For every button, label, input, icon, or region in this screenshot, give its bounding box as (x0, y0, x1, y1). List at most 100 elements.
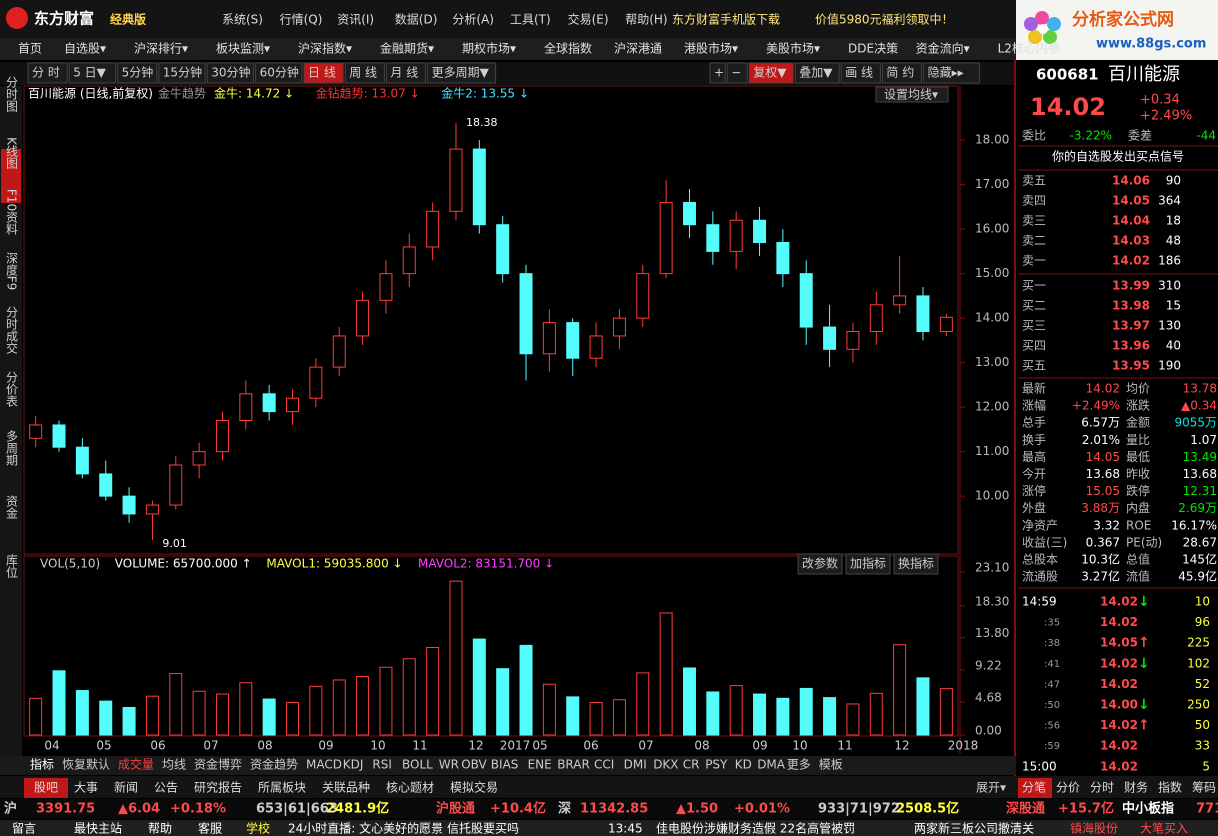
period-button[interactable]: 60分钟 (260, 65, 299, 80)
label[interactable]: 交易(E) (568, 12, 609, 27)
nav-item[interactable]: L2核心内参 (998, 41, 1060, 56)
indicator-tab[interactable]: 更多 (787, 758, 811, 772)
button[interactable] (255, 62, 303, 84)
period-button[interactable]: 5 日▼ (73, 66, 106, 80)
indicator-tab[interactable]: BIAS (491, 758, 519, 772)
button[interactable] (845, 553, 891, 575)
side-tab[interactable]: 多周期 (5, 430, 19, 466)
indicator-tab[interactable]: WR (439, 758, 459, 772)
news-tab[interactable]: 关联品种 (322, 781, 370, 795)
news-tab[interactable]: 研究报告 (194, 780, 242, 795)
nav-item[interactable]: 金融期货▾ (380, 41, 434, 56)
indicator-tab[interactable]: 恢复默认 (62, 757, 110, 772)
label[interactable]: 行情(Q) (280, 13, 323, 27)
indicator-button[interactable]: 换指标 (898, 556, 934, 571)
side-tab[interactable]: F10资料 (5, 189, 19, 235)
side-tab[interactable]: 资金 (5, 495, 19, 519)
nav-item[interactable]: 全球指数 (544, 41, 592, 56)
quote-tab[interactable]: 指数 (1158, 780, 1182, 795)
quote-tab[interactable]: 分时 (1090, 781, 1114, 795)
nav-item[interactable]: 港股市场▾ (684, 41, 738, 56)
indicator-tab[interactable]: 指标 (30, 757, 54, 772)
quote-tab[interactable]: 财务 (1124, 780, 1148, 795)
side-tab[interactable]: 分时成交 (5, 306, 19, 355)
nav-item[interactable]: DDE决策 (848, 42, 898, 56)
side-tab[interactable]: K线图 (5, 137, 19, 169)
button[interactable] (923, 62, 981, 84)
button[interactable] (893, 553, 939, 575)
side-tab[interactable]: 分价表 (5, 371, 19, 407)
label[interactable]: 帮助(H) (625, 13, 667, 27)
status-item[interactable]: 留言 (12, 822, 36, 836)
status-item[interactable]: 客服 (198, 821, 222, 836)
button[interactable] (68, 62, 117, 84)
period-button[interactable]: 30分钟 (211, 65, 250, 80)
signal-link[interactable]: 你的自选股发出买点信号 (1052, 149, 1184, 164)
nav-item[interactable]: 自选股▾ (64, 42, 106, 56)
tool-button[interactable]: − (731, 66, 741, 80)
indicator-tab[interactable]: MACD (306, 758, 342, 772)
button[interactable] (840, 62, 881, 84)
indicator-tab[interactable]: 资金趋势 (250, 757, 298, 772)
nav-item[interactable]: 沪深港通 (614, 42, 662, 56)
indicator-tab[interactable]: PSY (705, 758, 728, 772)
period-button[interactable]: 15分钟 (163, 65, 202, 80)
indicator-tab[interactable]: DMA (757, 758, 786, 772)
indicator-tab[interactable]: CCI (594, 758, 614, 772)
button[interactable] (881, 62, 923, 84)
label[interactable]: 工具(T) (510, 13, 551, 27)
tool-button[interactable]: 画 线 (845, 66, 873, 80)
quote-tab[interactable]: 筹码 (1192, 781, 1216, 795)
indicator-tab[interactable]: BRAR (557, 758, 590, 772)
settings-button-label[interactable]: 设置均线▾ (884, 88, 938, 102)
button[interactable] (117, 62, 158, 84)
indicator-tab[interactable]: RSI (372, 758, 392, 772)
period-button[interactable]: 日 线 (308, 66, 336, 80)
tool-button[interactable]: 复权▼ (753, 66, 787, 80)
news-tab[interactable]: 模拟交易 (450, 780, 498, 795)
period-button[interactable]: 更多周期▼ (432, 66, 490, 80)
side-tab[interactable]: 分时图 (5, 76, 19, 112)
side-tab[interactable]: 深度F9 (5, 251, 19, 290)
news-tab[interactable]: 新闻 (114, 780, 138, 795)
news-tab[interactable]: 公告 (154, 781, 178, 795)
button[interactable] (427, 62, 497, 84)
button[interactable] (206, 62, 255, 84)
tool-button[interactable]: 简 约 (886, 65, 914, 80)
period-button[interactable]: 月 线 (390, 66, 418, 80)
button[interactable] (385, 62, 427, 84)
tool-button[interactable]: 隐藏▸▸ (928, 66, 964, 80)
button[interactable] (726, 62, 748, 84)
nav-item[interactable]: 首页 (18, 42, 42, 56)
label[interactable]: 资讯(I) (337, 13, 374, 27)
status-item[interactable]: 最快主站 (74, 822, 122, 836)
indicator-tab[interactable]: 模板 (819, 758, 843, 772)
button[interactable] (794, 62, 840, 84)
period-button[interactable]: 分 时 (32, 66, 60, 80)
button[interactable] (303, 62, 344, 84)
indicator-tab[interactable]: KDJ (343, 758, 364, 772)
news-tab[interactable]: 所属板块 (258, 781, 306, 795)
tool-button[interactable]: + (714, 66, 724, 80)
news-tab[interactable]: 大事 (74, 781, 98, 795)
indicator-tab[interactable]: 均线 (162, 758, 186, 772)
indicator-tab[interactable]: CR (683, 758, 700, 772)
nav-item[interactable]: 沪深指数▾ (298, 41, 352, 56)
nav-item[interactable]: 资金流向▾ (916, 41, 970, 56)
button[interactable] (344, 62, 385, 84)
nav-item[interactable]: 板块监测▾ (216, 42, 270, 56)
button[interactable] (709, 62, 726, 84)
tool-button[interactable]: 叠加▼ (799, 66, 833, 80)
indicator-tab[interactable]: OBV (461, 758, 487, 772)
news-tab[interactable]: 股吧 (34, 781, 58, 795)
button[interactable] (27, 62, 68, 84)
status-item[interactable]: 学校 (246, 821, 270, 836)
indicator-button[interactable]: 加指标 (850, 556, 886, 571)
status-item[interactable]: 帮助 (148, 822, 172, 836)
banner-link[interactable]: 价值5980元福利领取中！ (815, 12, 954, 27)
button[interactable] (158, 62, 206, 84)
label[interactable]: 数据(D) (395, 12, 438, 27)
button[interactable] (748, 62, 794, 84)
period-button[interactable]: 周 线 (349, 66, 377, 80)
nav-item[interactable]: 期权市场▾ (462, 41, 516, 56)
